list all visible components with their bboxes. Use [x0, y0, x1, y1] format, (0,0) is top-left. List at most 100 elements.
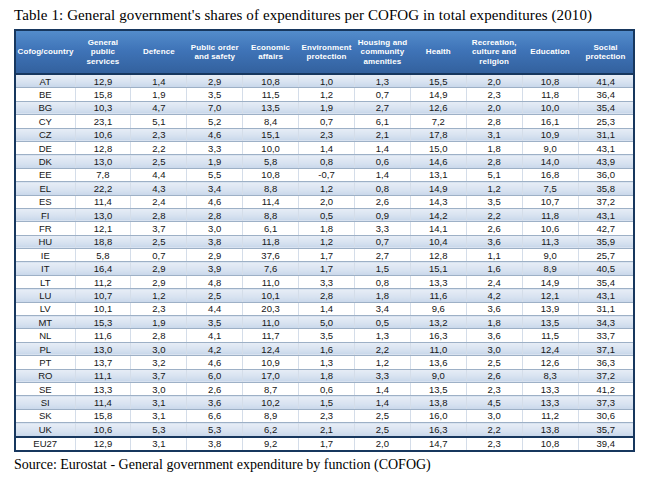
- cell: 13,9: [522, 302, 578, 315]
- cell: 1,4: [354, 382, 410, 395]
- cell: 15,1: [243, 128, 299, 141]
- cell: 10,6: [522, 222, 578, 235]
- cell: 12,4: [522, 342, 578, 355]
- cell: 1,8: [466, 141, 522, 154]
- cell: 1,6: [299, 342, 355, 355]
- cell: 2,2: [466, 208, 522, 221]
- cell: 2,3: [131, 128, 187, 141]
- row-label: EU27: [15, 437, 75, 451]
- cell: 0,6: [354, 155, 410, 168]
- cell: 2,9: [187, 249, 243, 262]
- column-header: Recreation, culture and religion: [466, 30, 522, 74]
- cell: 3,5: [299, 329, 355, 342]
- table-row: SI11,43,13,610,21,51,413,84,513,337,3: [15, 396, 634, 409]
- cell: 43,1: [578, 141, 634, 154]
- cell: 43,1: [578, 289, 634, 302]
- cell: 43,1: [578, 208, 634, 221]
- header-row: Cofog/countryGeneral public servicesDefe…: [15, 30, 634, 74]
- cell: 3,4: [354, 302, 410, 315]
- table-row: EL22,24,33,48,81,20,814,91,27,535,8: [15, 182, 634, 195]
- table-row: EU2712,93,13,89,21,72,014,72,310,839,4: [15, 437, 634, 451]
- cell: 1,4: [299, 302, 355, 315]
- cell: 13,8: [410, 396, 466, 409]
- cell: 1,6: [466, 262, 522, 275]
- table-row: DK13,02,51,95,80,80,614,62,814,043,9: [15, 155, 634, 168]
- cell: 1,7: [299, 437, 355, 451]
- cell: 1,3: [354, 74, 410, 88]
- cell: 1,2: [466, 182, 522, 195]
- cell: 13,7: [75, 356, 131, 369]
- row-label: FR: [15, 222, 75, 235]
- cell: 1,9: [131, 88, 187, 101]
- cell: 4,3: [131, 182, 187, 195]
- cell: 39,4: [578, 437, 634, 451]
- cell: 11,8: [522, 88, 578, 101]
- table-title: Table 1: General government's shares of …: [0, 0, 648, 29]
- cell: 17,8: [410, 128, 466, 141]
- cell: 34,3: [578, 316, 634, 329]
- cell: 7,8: [75, 168, 131, 181]
- cell: 1,2: [299, 182, 355, 195]
- cell: 2,8: [131, 329, 187, 342]
- table-container: Cofog/countryGeneral public servicesDefe…: [14, 29, 635, 452]
- cell: 4,4: [131, 168, 187, 181]
- cell: 13,5: [522, 316, 578, 329]
- table-header: Cofog/countryGeneral public servicesDefe…: [15, 30, 634, 74]
- cell: 5,1: [131, 115, 187, 128]
- cell: 2,4: [466, 275, 522, 288]
- cell: 3,1: [131, 409, 187, 422]
- cell: 2,3: [466, 88, 522, 101]
- cell: 3,2: [131, 356, 187, 369]
- cell: 2,0: [354, 437, 410, 451]
- table-row: BE15,81,93,511,51,20,714,92,311,836,4: [15, 88, 634, 101]
- cell: 2,2: [354, 342, 410, 355]
- cell: 10,2: [243, 396, 299, 409]
- cell: 13,0: [75, 342, 131, 355]
- table-row: ES11,42,44,611,42,02,614,33,510,737,2: [15, 195, 634, 208]
- cell: 2,6: [466, 369, 522, 382]
- cell: 12,1: [522, 289, 578, 302]
- row-label: PT: [15, 356, 75, 369]
- cell: 13,3: [522, 396, 578, 409]
- cell: 1,8: [299, 369, 355, 382]
- cell: 3,3: [187, 141, 243, 154]
- cell: 4,6: [187, 128, 243, 141]
- cell: 11,2: [522, 409, 578, 422]
- row-label: RO: [15, 369, 75, 382]
- cell: 1,3: [354, 329, 410, 342]
- table-row: SE13,33,02,68,70,61,413,52,313,341,2: [15, 382, 634, 395]
- cell: 8,3: [522, 369, 578, 382]
- cell: 2,6: [466, 222, 522, 235]
- cell: 0,7: [299, 115, 355, 128]
- column-header: Education: [522, 30, 578, 74]
- cell: 3,0: [131, 342, 187, 355]
- cell: 3,1: [466, 128, 522, 141]
- cell: 31,1: [578, 128, 634, 141]
- cell: 1,3: [299, 356, 355, 369]
- cell: 35,7: [578, 423, 634, 437]
- cell: 30,6: [578, 409, 634, 422]
- table-row: CY23,15,15,28,40,76,17,22,816,125,3: [15, 115, 634, 128]
- cell: 0,8: [299, 155, 355, 168]
- cell: 5,0: [299, 316, 355, 329]
- table-row: LT11,22,94,811,03,30,813,32,414,935,4: [15, 275, 634, 288]
- row-label: DK: [15, 155, 75, 168]
- cell: 16,1: [522, 115, 578, 128]
- cell: 1,2: [131, 289, 187, 302]
- cell: 16,0: [410, 409, 466, 422]
- cell: 2,5: [131, 235, 187, 248]
- cell: 15,1: [410, 262, 466, 275]
- cell: 10,0: [243, 141, 299, 154]
- cell: 37,6: [243, 249, 299, 262]
- table-row: EE7,84,45,510,8-0,71,413,15,116,836,0: [15, 168, 634, 181]
- cell: 6,1: [243, 222, 299, 235]
- cell: 13,6: [410, 356, 466, 369]
- cell: 10,8: [522, 74, 578, 88]
- document-page: Table 1: General government's shares of …: [0, 0, 648, 501]
- cell: 13,1: [410, 168, 466, 181]
- cell: 8,8: [243, 182, 299, 195]
- cell: 3,3: [299, 275, 355, 288]
- row-label: IT: [15, 262, 75, 275]
- cell: 11,0: [243, 316, 299, 329]
- cell: 4,1: [187, 329, 243, 342]
